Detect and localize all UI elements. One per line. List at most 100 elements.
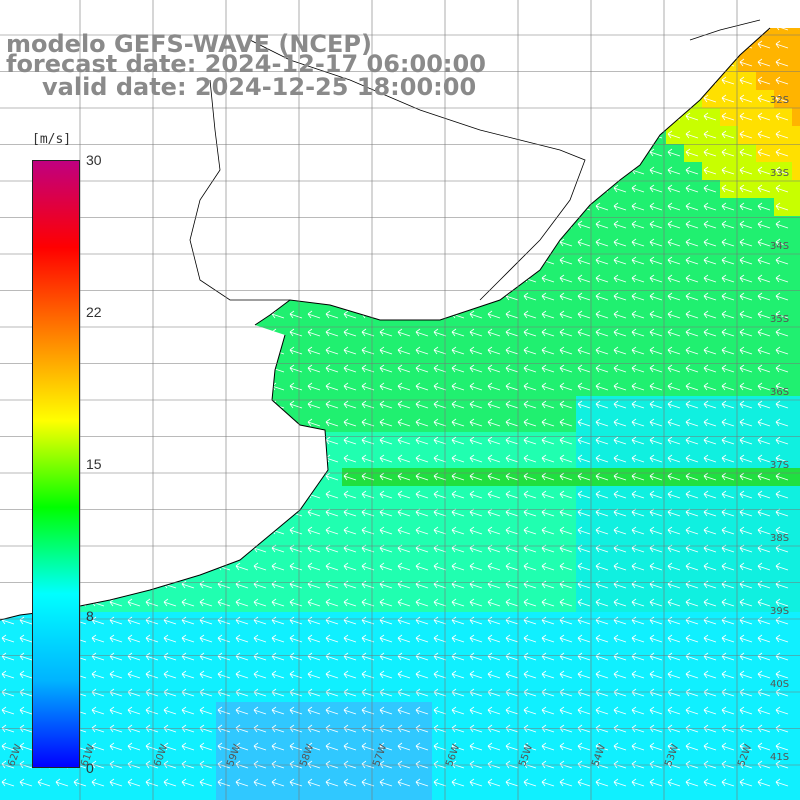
wind-cell [108,684,126,702]
wind-arrow [505,490,519,499]
wind-arrow [739,274,753,283]
wind-cell [504,342,522,360]
wind-arrow [649,328,663,337]
wind-cell [738,342,756,360]
wind-cell [612,270,630,288]
wind-arrow [343,616,357,625]
wind-arrow [685,220,699,229]
wind-cell [396,342,414,360]
wind-cell [378,666,396,684]
wind-cell [738,774,756,792]
wind-arrow [541,472,555,481]
wind-arrow [757,346,771,355]
wind-cell [594,504,612,522]
wind-cell [558,738,576,756]
wind-cell [432,612,450,630]
wind-cell [18,666,36,684]
wind-cell [108,630,126,648]
wind-arrow [217,760,231,769]
wind-cell [324,594,342,612]
wind-cell [702,360,720,378]
wind-cell [648,612,666,630]
wind-arrow [631,238,645,247]
wind-cell [522,684,540,702]
wind-arrow [667,490,681,499]
wind-cell [270,702,288,720]
wind-cell [774,504,792,522]
wind-arrow [505,346,519,355]
wind-cell [720,378,738,396]
wind-arrow [613,346,627,355]
wind-cell [684,360,702,378]
wind-arrow [1,760,15,769]
wind-cell [792,396,800,414]
wind-cell [504,468,522,486]
wind-cell [540,774,558,792]
wind-arrow [469,706,483,715]
wind-arrow [469,454,483,463]
wind-arrow [667,418,681,427]
colorbar-tick-0: 0 [86,760,94,776]
wind-arrow [757,688,771,697]
wind-arrow [739,346,753,355]
wind-cell [630,270,648,288]
wind-cell [252,720,270,738]
wind-arrow [739,310,753,319]
wind-arrow [469,400,483,409]
wind-cell [108,648,126,666]
wind-cell [684,288,702,306]
wind-cell [666,576,684,594]
wind-arrow [559,310,573,319]
wind-arrow [307,310,321,319]
wind-arrow [631,310,645,319]
wind-cell [774,90,792,108]
wind-cell [684,738,702,756]
wind-cell [576,270,594,288]
wind-arrow [577,418,591,427]
wind-cell [360,630,378,648]
wind-arrow [703,166,717,175]
wind-cell [360,414,378,432]
wind-arrow [541,688,555,697]
wind-arrow [667,634,681,643]
wind-arrow [199,670,213,679]
wind-arrow [559,328,573,337]
wind-arrow [559,616,573,625]
wind-arrow [343,526,357,535]
wind-cell [594,702,612,720]
wind-cell [504,378,522,396]
wind-cell [630,576,648,594]
wind-arrow [577,688,591,697]
wind-arrow [271,598,285,607]
wind-arrow [523,688,537,697]
wind-arrow [433,490,447,499]
wind-arrow [775,148,789,157]
wind-arrow [685,616,699,625]
wind-cell [288,540,306,558]
wind-cell [342,720,360,738]
wind-arrow [379,436,393,445]
wind-cell [360,342,378,360]
wind-arrow [649,166,663,175]
wind-arrow [397,328,411,337]
wind-arrow [541,778,555,787]
wind-cell [666,324,684,342]
wind-arrow [667,778,681,787]
wind-cell [270,774,288,792]
wind-arrow [37,778,51,787]
wind-arrow [685,526,699,535]
wind-cell [396,558,414,576]
wind-arrow [307,742,321,751]
wind-cell [90,612,108,630]
wind-arrow [325,544,339,553]
wind-arrow [685,490,699,499]
wind-arrow [649,760,663,769]
wind-arrow [613,310,627,319]
wind-cell [648,504,666,522]
wind-arrow [667,400,681,409]
wind-arrow [505,634,519,643]
wind-cell [702,720,720,738]
wind-arrow [775,130,789,139]
wind-arrow [145,616,159,625]
wind-cell [792,666,800,684]
